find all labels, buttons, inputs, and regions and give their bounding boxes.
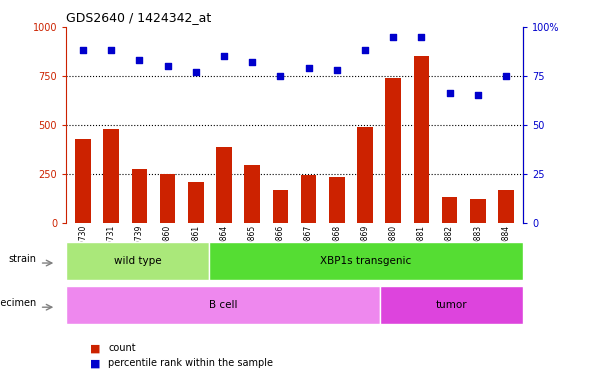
Point (304, 65, 313, 71)
Point (219, 53, 229, 59)
Text: specimen: specimen (0, 298, 37, 308)
Bar (329, 177, 344, 223)
Text: GSM160865: GSM160865 (248, 225, 257, 271)
Bar (413, 56, 429, 223)
Text: XBP1s transgenic: XBP1s transgenic (320, 256, 412, 266)
Point (388, 34, 398, 40)
Text: strain: strain (8, 254, 37, 264)
Text: GSM160867: GSM160867 (304, 225, 313, 271)
Text: tumor: tumor (436, 300, 468, 310)
Point (106, 47, 116, 53)
Bar (66, 286, 380, 324)
Text: GSM160860: GSM160860 (163, 225, 172, 271)
Bar (498, 190, 514, 223)
Text: GSM160880: GSM160880 (389, 225, 398, 271)
Text: B cell: B cell (209, 300, 237, 310)
Bar (209, 242, 523, 280)
Bar (273, 190, 288, 223)
Text: GSM160882: GSM160882 (445, 225, 454, 271)
Bar (442, 197, 457, 223)
Bar (245, 165, 260, 223)
Text: GSM160884: GSM160884 (501, 225, 510, 271)
Text: GSM160731: GSM160731 (107, 225, 116, 271)
Text: ■: ■ (90, 343, 100, 353)
Text: GSM160869: GSM160869 (361, 225, 370, 271)
Text: GSM160861: GSM160861 (191, 225, 200, 271)
Text: GSM160868: GSM160868 (332, 225, 341, 271)
Point (135, 57, 144, 63)
Bar (132, 169, 147, 223)
Bar (103, 129, 119, 223)
Text: GSM160883: GSM160883 (473, 225, 482, 271)
Point (248, 59, 257, 65)
Point (416, 34, 426, 40)
Point (332, 67, 341, 73)
Text: wild type: wild type (114, 256, 161, 266)
Bar (188, 182, 204, 223)
Bar (380, 286, 523, 324)
Text: GSM160866: GSM160866 (276, 225, 285, 271)
Bar (66, 242, 209, 280)
Bar (75, 139, 91, 223)
Text: GSM160730: GSM160730 (79, 225, 88, 271)
Text: GSM160739: GSM160739 (135, 225, 144, 271)
Point (501, 73, 511, 79)
Bar (301, 175, 316, 223)
Bar (160, 174, 175, 223)
Text: GSM160881: GSM160881 (417, 225, 426, 271)
Bar (470, 199, 486, 223)
Point (473, 92, 483, 98)
Point (445, 90, 454, 96)
Text: GSM160864: GSM160864 (219, 225, 228, 271)
Point (276, 73, 285, 79)
Text: ■: ■ (90, 359, 100, 369)
Point (360, 47, 370, 53)
Bar (357, 127, 373, 223)
Point (163, 63, 172, 69)
Point (78, 47, 88, 53)
Point (191, 69, 201, 75)
Text: count: count (108, 343, 136, 353)
Bar (385, 78, 401, 223)
Text: percentile rank within the sample: percentile rank within the sample (108, 358, 273, 368)
Text: GDS2640 / 1424342_at: GDS2640 / 1424342_at (66, 11, 212, 24)
Bar (216, 147, 232, 223)
